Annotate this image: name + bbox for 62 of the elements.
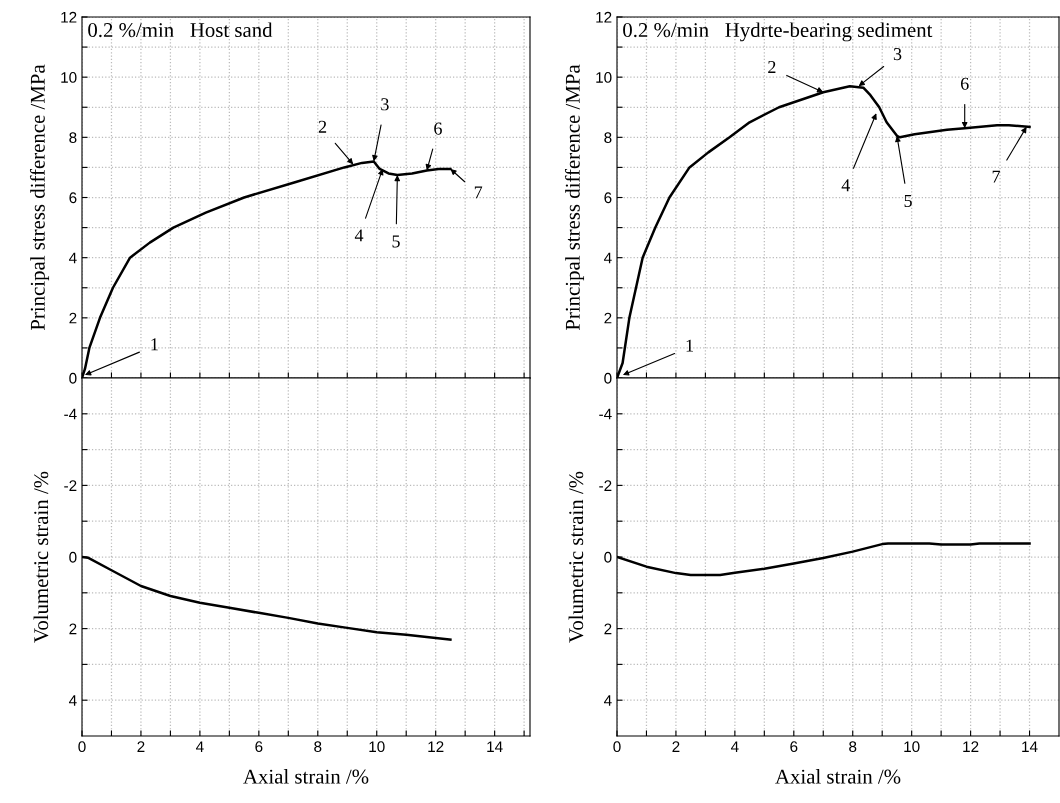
x-tick-label: 14: [487, 741, 503, 752]
y-axis-title: Volumetric strain /%: [33, 471, 49, 643]
x-tick-label: 6: [790, 741, 798, 753]
x-tick-label: 0: [78, 741, 86, 753]
y-tick-label: 4: [68, 252, 77, 264]
x-tick-label: 10: [369, 741, 385, 753]
y-tick-label: -4: [64, 408, 77, 420]
y-tick-label: 4: [603, 252, 612, 264]
y-tick-label: 2: [69, 312, 77, 324]
x-tick-label: 10: [904, 741, 920, 753]
y-tick-label: 10: [596, 72, 612, 83]
annotation: 5: [904, 195, 912, 208]
annotation: 5: [392, 235, 400, 248]
x-tick-label: 12: [963, 741, 979, 752]
y-tick-label: -2: [599, 480, 612, 491]
y-tick-label: -4: [599, 408, 612, 420]
y-tick-label: 12: [596, 11, 612, 23]
y-tick-label: 2: [604, 623, 612, 635]
chart-title: 0.2 %/min Hydrte-bearing sediment: [623, 22, 933, 42]
annotation: 1: [686, 339, 693, 352]
x-tick-label: 2: [672, 741, 680, 752]
annotation: 4: [354, 229, 364, 242]
annotation: 2: [318, 120, 327, 133]
y-tick-label: 2: [69, 623, 77, 635]
y-tick-label: 0: [604, 372, 612, 384]
y-tick-label: 4: [68, 695, 77, 706]
chart-title: 0.2 %/min Host sand: [88, 22, 273, 38]
x-tick-label: 12: [428, 741, 444, 752]
annotation: 7: [474, 186, 483, 199]
annotation: 3: [893, 48, 902, 61]
annotation: 4: [841, 179, 850, 192]
y-tick-label: 10: [61, 72, 77, 83]
annotation: 6: [960, 77, 969, 90]
x-axis-title: Axial strain /%: [775, 768, 901, 784]
y-tick-label: 0: [69, 551, 77, 563]
y-tick-label: 0: [69, 372, 77, 384]
y-tick-label: 6: [69, 192, 77, 204]
annotation: 6: [434, 122, 442, 135]
y-tick-label: 8: [604, 132, 612, 144]
x-tick-label: 4: [196, 741, 204, 752]
y-axis-title: Principal stress difference /MPa: [564, 64, 585, 331]
x-tick-label: 4: [730, 741, 739, 752]
x-tick-label: 14: [1022, 741, 1038, 752]
y-tick-label: -2: [64, 480, 77, 491]
x-tick-label: 8: [314, 741, 322, 753]
x-tick-label: 6: [255, 741, 263, 753]
y-axis-title: Principal stress difference /MPa: [29, 64, 50, 331]
y-tick-label: 12: [61, 11, 77, 23]
y-tick-label: 2: [604, 312, 612, 324]
annotation: 2: [768, 60, 776, 73]
y-tick-label: 8: [69, 132, 77, 144]
annotation: 1: [151, 338, 158, 351]
x-tick-label: 0: [613, 741, 621, 753]
y-tick-label: 4: [603, 695, 612, 706]
annotation: 7: [992, 170, 1001, 183]
y-tick-label: 6: [604, 192, 612, 204]
x-axis-title: Axial strain /%: [243, 768, 369, 784]
annotation: 3: [381, 98, 389, 111]
x-tick-label: 2: [137, 741, 145, 752]
y-axis-title: Volumetric strain /%: [568, 471, 584, 643]
x-tick-label: 8: [849, 741, 857, 753]
y-tick-label: 0: [604, 551, 612, 563]
